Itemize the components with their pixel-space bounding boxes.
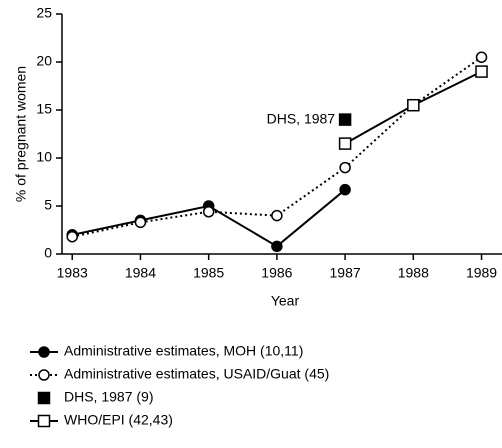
marker: [134, 216, 147, 229]
marker: [38, 346, 50, 358]
legend-label: DHS, 1987 (9): [64, 389, 153, 405]
x-tick-label: 1988: [398, 265, 429, 281]
marker: [38, 369, 50, 381]
x-tick-label: 1989: [466, 265, 497, 281]
y-tick-label: 5: [44, 197, 52, 213]
series-line: [72, 188, 346, 248]
x-tick-label: 1983: [57, 265, 88, 281]
marker: [338, 113, 352, 126]
marker: [271, 240, 283, 253]
series-line: [72, 56, 483, 238]
marker: [338, 137, 352, 150]
marker: [37, 414, 51, 428]
marker: [475, 51, 488, 63]
x-tick-label: 1985: [193, 265, 224, 281]
y-tick-label: 20: [36, 53, 52, 69]
marker: [339, 161, 351, 174]
x-axis-label: Year: [271, 293, 300, 309]
marker: [475, 65, 488, 78]
x-tick-label: 1986: [261, 265, 292, 281]
y-axis-label: % of pregnant women: [13, 66, 29, 202]
legend-label: WHO/EPI (42,43): [64, 412, 173, 428]
y-tick-label: 25: [36, 5, 52, 21]
legend-label: Administrative estimates, MOH (10,11): [64, 343, 303, 359]
marker: [271, 209, 283, 222]
marker: [202, 206, 215, 218]
marker: [407, 98, 420, 112]
x-tick-label: 1987: [330, 265, 361, 281]
y-tick-label: 10: [36, 149, 52, 165]
legend-label: Administrative estimates, USAID/Guat (45…: [64, 366, 329, 382]
x-tick-label: 1984: [125, 265, 156, 281]
y-tick-label: 0: [44, 245, 52, 261]
marker: [66, 230, 78, 243]
marker: [37, 391, 51, 405]
marker: [339, 183, 351, 196]
y-tick-label: 15: [36, 101, 52, 117]
annotation: DHS, 1987: [267, 110, 336, 126]
